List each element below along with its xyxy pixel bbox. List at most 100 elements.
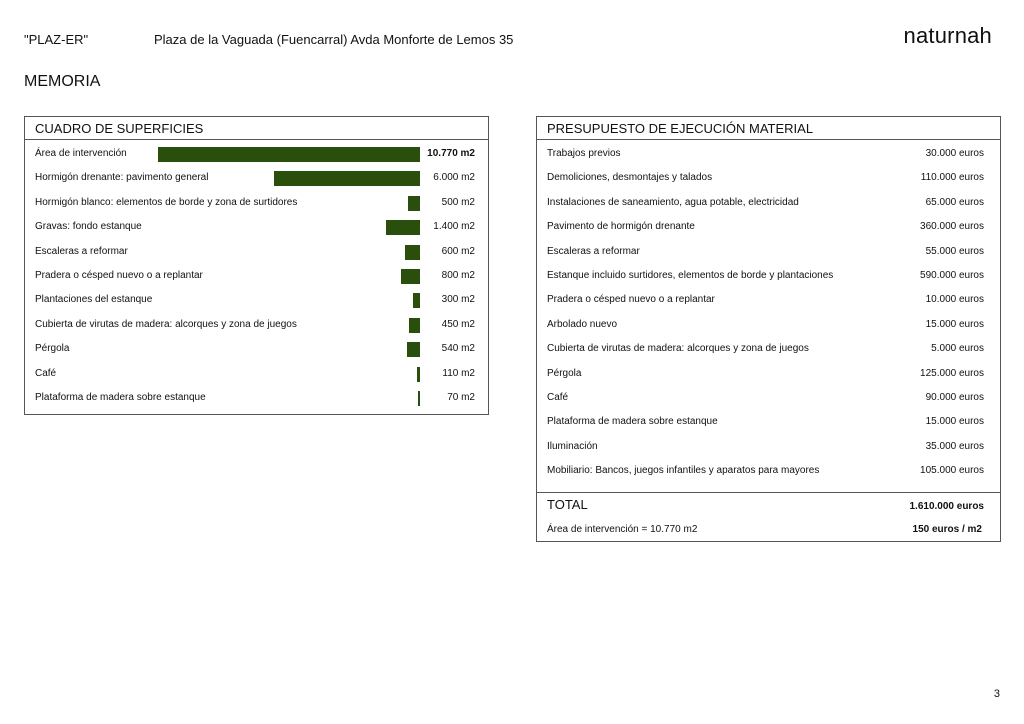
budget-item-label: Pradera o césped nuevo o a replantar xyxy=(547,294,715,306)
surface-label: Gravas: fondo estanque xyxy=(35,221,142,233)
budget-item-value: 35.000 euros xyxy=(925,440,984,452)
surface-row: Pradera o césped nuevo o a replantar 800 … xyxy=(25,267,488,285)
budget-item-value: 15.000 euros xyxy=(925,416,984,428)
surface-bar xyxy=(407,342,420,358)
budget-row: Pavimento de hormigón drenante 360.000 eu… xyxy=(537,218,1000,236)
surface-bar xyxy=(158,147,420,162)
budget-item-value: 90.000 euros xyxy=(925,392,984,403)
budget-item-label: Pérgola xyxy=(547,367,582,379)
surface-label: Cubierta de virutas de madera: alcorques… xyxy=(35,318,297,330)
page-number: 3 xyxy=(993,688,1000,700)
surface-row: Hormigón drenante: pavimento general 6.00… xyxy=(25,169,488,187)
surface-label: Hormigón drenante: pavimento general xyxy=(35,172,209,184)
surfaces-panel: CUADRO DE SUPERFICIES Área de intervenci… xyxy=(24,116,489,415)
budget-row: Café 90.000 euros xyxy=(537,389,1000,407)
surface-bar xyxy=(274,171,420,187)
budget-item-label: Iluminación xyxy=(547,440,598,452)
budget-item-label: Café xyxy=(547,392,569,403)
budget-row: Estanque incluido surtidores, elementos … xyxy=(537,267,1000,285)
total-label: TOTAL xyxy=(547,497,588,512)
budget-item-label: Escaleras a reformar xyxy=(547,245,640,257)
surface-label: Plantaciones del estanque xyxy=(35,294,153,306)
surface-label: Café xyxy=(35,367,57,379)
budget-item-label: Estanque incluido surtidores, elementos … xyxy=(547,270,834,281)
surface-row: Café 110 m2 xyxy=(25,365,488,383)
budget-row: Iluminación 35.000 euros xyxy=(537,438,1000,456)
surface-value: 6.000 m2 xyxy=(433,172,475,184)
surface-row: Gravas: fondo estanque 1.400 m2 xyxy=(25,218,488,236)
budget-item-value: 30.000 euros xyxy=(925,148,984,159)
surface-value: 110 m2 xyxy=(442,367,475,379)
budget-item-value: 55.000 euros xyxy=(925,245,984,257)
total-value: 1.610.000 euros xyxy=(909,501,985,512)
surface-bar xyxy=(401,269,420,284)
surface-value: 500 m2 xyxy=(441,196,475,208)
surface-bar xyxy=(408,195,420,211)
total-divider xyxy=(537,492,1000,493)
brand-logo: naturnah xyxy=(903,23,992,48)
surface-bar xyxy=(386,220,420,236)
budget-row: Trabajos previos 30.000 euros xyxy=(537,145,1000,163)
surface-row: Escaleras a reformar 600 m2 xyxy=(25,243,488,261)
budget-panel-title: PRESUPUESTO DE EJECUCIÓN MATERIAL xyxy=(537,117,1000,140)
budget-item-label: Demoliciones, desmontajes y talados xyxy=(547,172,713,184)
surface-label: Plataforma de madera sobre estanque xyxy=(35,392,206,403)
cost-per-area-row: Área de intervención = 10.770 m2 150 eur… xyxy=(537,521,1000,539)
budget-item-value: 125.000 euros xyxy=(920,367,984,379)
surface-bar xyxy=(405,244,420,260)
budget-item-value: 5.000 euros xyxy=(931,343,984,355)
surface-label: Hormigón blanco: elementos de borde y zo… xyxy=(35,196,298,208)
project-address: Plaza de la Vaguada (Fuencarral) Avda Mo… xyxy=(154,32,514,47)
budget-item-value: 10.000 euros xyxy=(925,294,984,306)
budget-item-label: Plataforma de madera sobre estanque xyxy=(547,416,718,428)
budget-item-value: 110.000 euros xyxy=(920,172,984,184)
budget-row: Mobiliario: Bancos, juegos infantiles y … xyxy=(537,462,1000,480)
budget-item-label: Arbolado nuevo xyxy=(547,318,618,330)
area-label: Área de intervención = 10.770 m2 xyxy=(547,524,698,535)
surface-value: 540 m2 xyxy=(441,343,475,355)
budget-row: Pérgola 125.000 euros xyxy=(537,365,1000,383)
surface-row: Cubierta de virutas de madera: alcorques… xyxy=(25,316,488,334)
budget-row: Instalaciones de saneamiento, agua potab… xyxy=(537,194,1000,212)
budget-item-value: 105.000 euros xyxy=(920,465,984,477)
surface-row: Plataforma de madera sobre estanque 70 m2 xyxy=(25,389,488,407)
budget-item-label: Trabajos previos xyxy=(547,148,621,159)
surface-label: Pérgola xyxy=(35,343,70,355)
budget-item-label: Pavimento de hormigón drenante xyxy=(547,221,695,233)
budget-item-value: 590.000 euros xyxy=(920,270,984,281)
surface-row: Plantaciones del estanque 300 m2 xyxy=(25,291,488,309)
budget-row: Demoliciones, desmontajes y talados 110.0… xyxy=(537,169,1000,187)
surface-row: Área de intervención 10.770 m2 xyxy=(25,145,488,163)
budget-row: Cubierta de virutas de madera: alcorques… xyxy=(537,340,1000,358)
surface-value: 1.400 m2 xyxy=(433,221,475,233)
surface-row: Hormigón blanco: elementos de borde y zo… xyxy=(25,194,488,212)
budget-row: Arbolado nuevo 15.000 euros xyxy=(537,316,1000,334)
surface-label: Pradera o césped nuevo o a replantar xyxy=(35,270,203,281)
budget-row: Escaleras a reformar 55.000 euros xyxy=(537,243,1000,261)
budget-item-label: Cubierta de virutas de madera: alcorques… xyxy=(547,343,809,355)
total-row: TOTAL 1.610.000 euros xyxy=(537,497,1000,517)
budget-row: Pradera o césped nuevo o a replantar 10.0… xyxy=(537,291,1000,309)
budget-item-label: Instalaciones de saneamiento, agua potab… xyxy=(547,196,799,208)
surface-value: 10.770 m2 xyxy=(427,148,475,159)
budget-row: Plataforma de madera sobre estanque 15.00… xyxy=(537,413,1000,431)
budget-item-value: 15.000 euros xyxy=(925,318,984,330)
surface-value: 600 m2 xyxy=(441,245,475,257)
surface-bar xyxy=(418,391,420,406)
surface-bar xyxy=(409,317,420,333)
surface-label: Área de intervención xyxy=(35,148,127,159)
surface-value: 70 m2 xyxy=(447,392,475,403)
budget-panel: PRESUPUESTO DE EJECUCIÓN MATERIAL Trabaj… xyxy=(536,116,1001,542)
budget-item-label: Mobiliario: Bancos, juegos infantiles y … xyxy=(547,465,820,477)
surface-value: 300 m2 xyxy=(441,294,475,306)
project-code: "PLAZ-ER" xyxy=(24,32,89,47)
surfaces-panel-title: CUADRO DE SUPERFICIES xyxy=(25,117,488,140)
surface-value: 800 m2 xyxy=(441,270,475,281)
surface-value: 450 m2 xyxy=(441,318,475,330)
budget-item-value: 360.000 euros xyxy=(920,221,984,233)
budget-item-value: 65.000 euros xyxy=(925,196,984,208)
surface-bar xyxy=(417,366,420,382)
section-title: MEMORIA xyxy=(24,73,101,90)
surface-row: Pérgola 540 m2 xyxy=(25,340,488,358)
surface-label: Escaleras a reformar xyxy=(35,245,128,257)
